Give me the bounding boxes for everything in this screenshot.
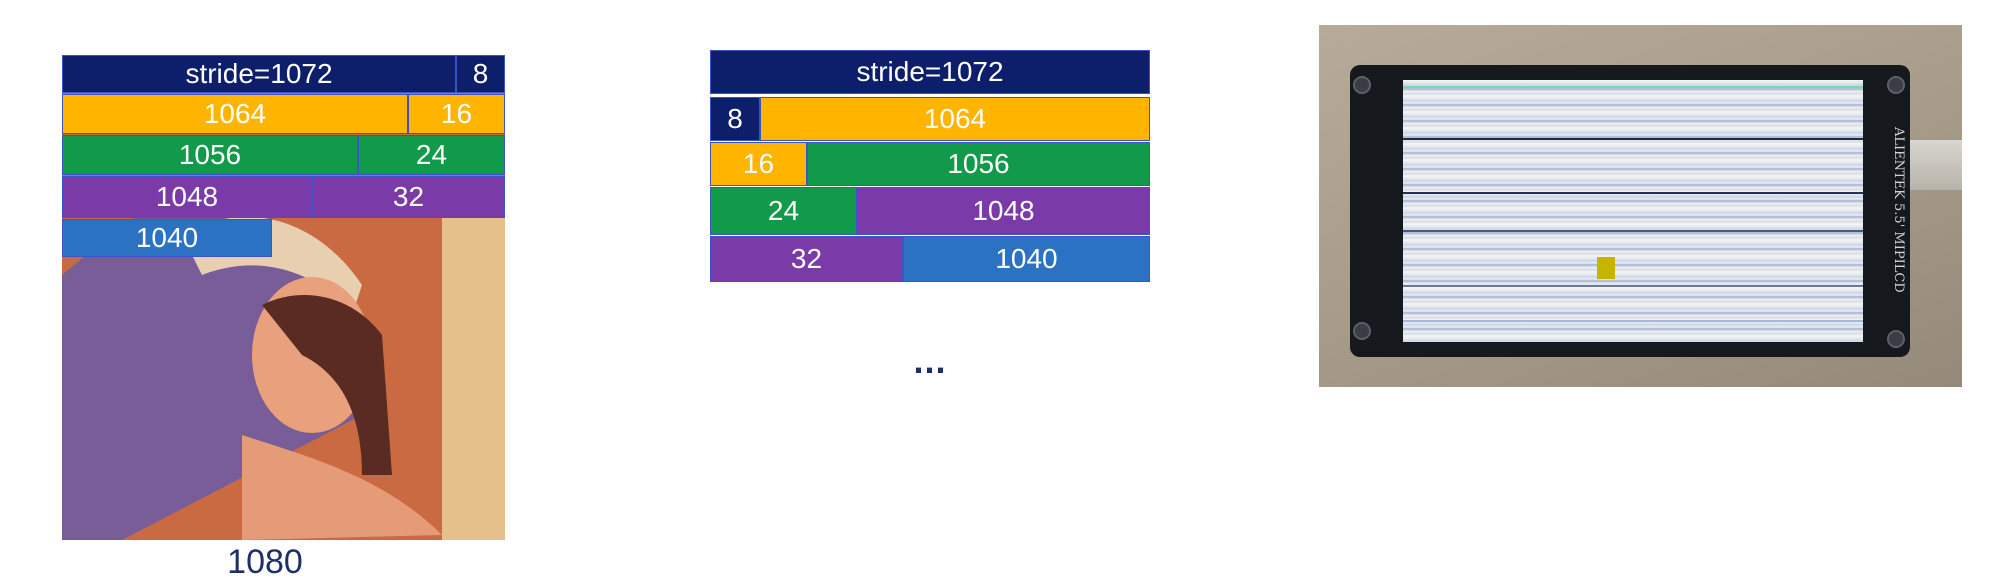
middle-row-1-offset-value: 8 — [727, 103, 743, 134]
artifact-line — [1403, 285, 1863, 287]
middle-row-3-offset-value: 24 — [767, 195, 800, 226]
artifact-line — [1403, 192, 1863, 194]
middle-row-1-offset: 8 — [710, 97, 760, 141]
middle-row-3-main: 1048 — [857, 187, 1150, 235]
left-row-1-offset: 16 — [408, 94, 505, 134]
mount-hole-icon — [1887, 330, 1905, 348]
mount-hole-icon — [1353, 322, 1371, 340]
middle-row-3-offset: 24 — [710, 187, 857, 235]
middle-row-2-main: 1056 — [807, 142, 1150, 186]
middle-row-4-main: 1040 — [903, 236, 1150, 282]
middle-row-2-main-value: 1056 — [947, 148, 1010, 179]
artifact-line — [1403, 86, 1863, 88]
left-row-3-offset-value: 32 — [392, 181, 425, 212]
middle-stride-header: stride=1072 — [710, 50, 1150, 94]
left-row-1-offset-value: 16 — [440, 98, 473, 129]
middle-row-2-offset: 16 — [710, 142, 807, 186]
continuation-ellipsis: ... — [913, 340, 947, 381]
artifact-line — [1403, 138, 1863, 140]
left-row-1-main: 1064 — [62, 94, 408, 134]
board-brand-label: ALIENTEK 5.5' MIPILCD — [1891, 127, 1906, 293]
middle-row-1-main-value: 1064 — [923, 103, 987, 134]
middle-row-3-main-value: 1048 — [972, 195, 1035, 226]
left-row-3-main: 1048 — [62, 176, 312, 218]
left-caption: 1080 — [227, 543, 303, 581]
left-row-2-main: 1056 — [62, 135, 358, 175]
left-row-2-offset-value: 24 — [415, 139, 448, 170]
left-row-2-offset: 24 — [358, 135, 505, 175]
middle-stride-label: stride=1072 — [856, 56, 1004, 87]
middle-row-4-offset: 32 — [710, 236, 903, 282]
mount-hole-icon — [1887, 76, 1905, 94]
artifact-line — [1403, 320, 1863, 322]
mount-hole-icon — [1353, 76, 1371, 94]
middle-row-1-main: 1064 — [760, 97, 1150, 141]
artifact-line — [1403, 230, 1863, 232]
cursor-artifact — [1597, 257, 1615, 279]
left-header-offset: 8 — [456, 55, 505, 93]
middle-row-4-offset-value: 32 — [790, 243, 823, 274]
left-stride-label: stride=1072 — [185, 58, 333, 89]
left-row-1-main-value: 1064 — [203, 98, 267, 129]
left-row-2-main-value: 1056 — [178, 139, 242, 170]
left-row-3-offset: 32 — [312, 176, 505, 218]
left-header-offset-value: 8 — [472, 58, 489, 89]
left-row-4-main: 1040 — [62, 219, 272, 257]
left-row-3-main-value: 1048 — [155, 181, 219, 212]
left-row-4-main-value: 1040 — [135, 222, 199, 253]
middle-row-4-main-value: 1040 — [995, 243, 1058, 274]
garbled-lcd-screen — [1403, 80, 1863, 342]
left-stride-header: stride=1072 — [62, 55, 456, 93]
middle-row-2-offset-value: 16 — [742, 148, 775, 179]
